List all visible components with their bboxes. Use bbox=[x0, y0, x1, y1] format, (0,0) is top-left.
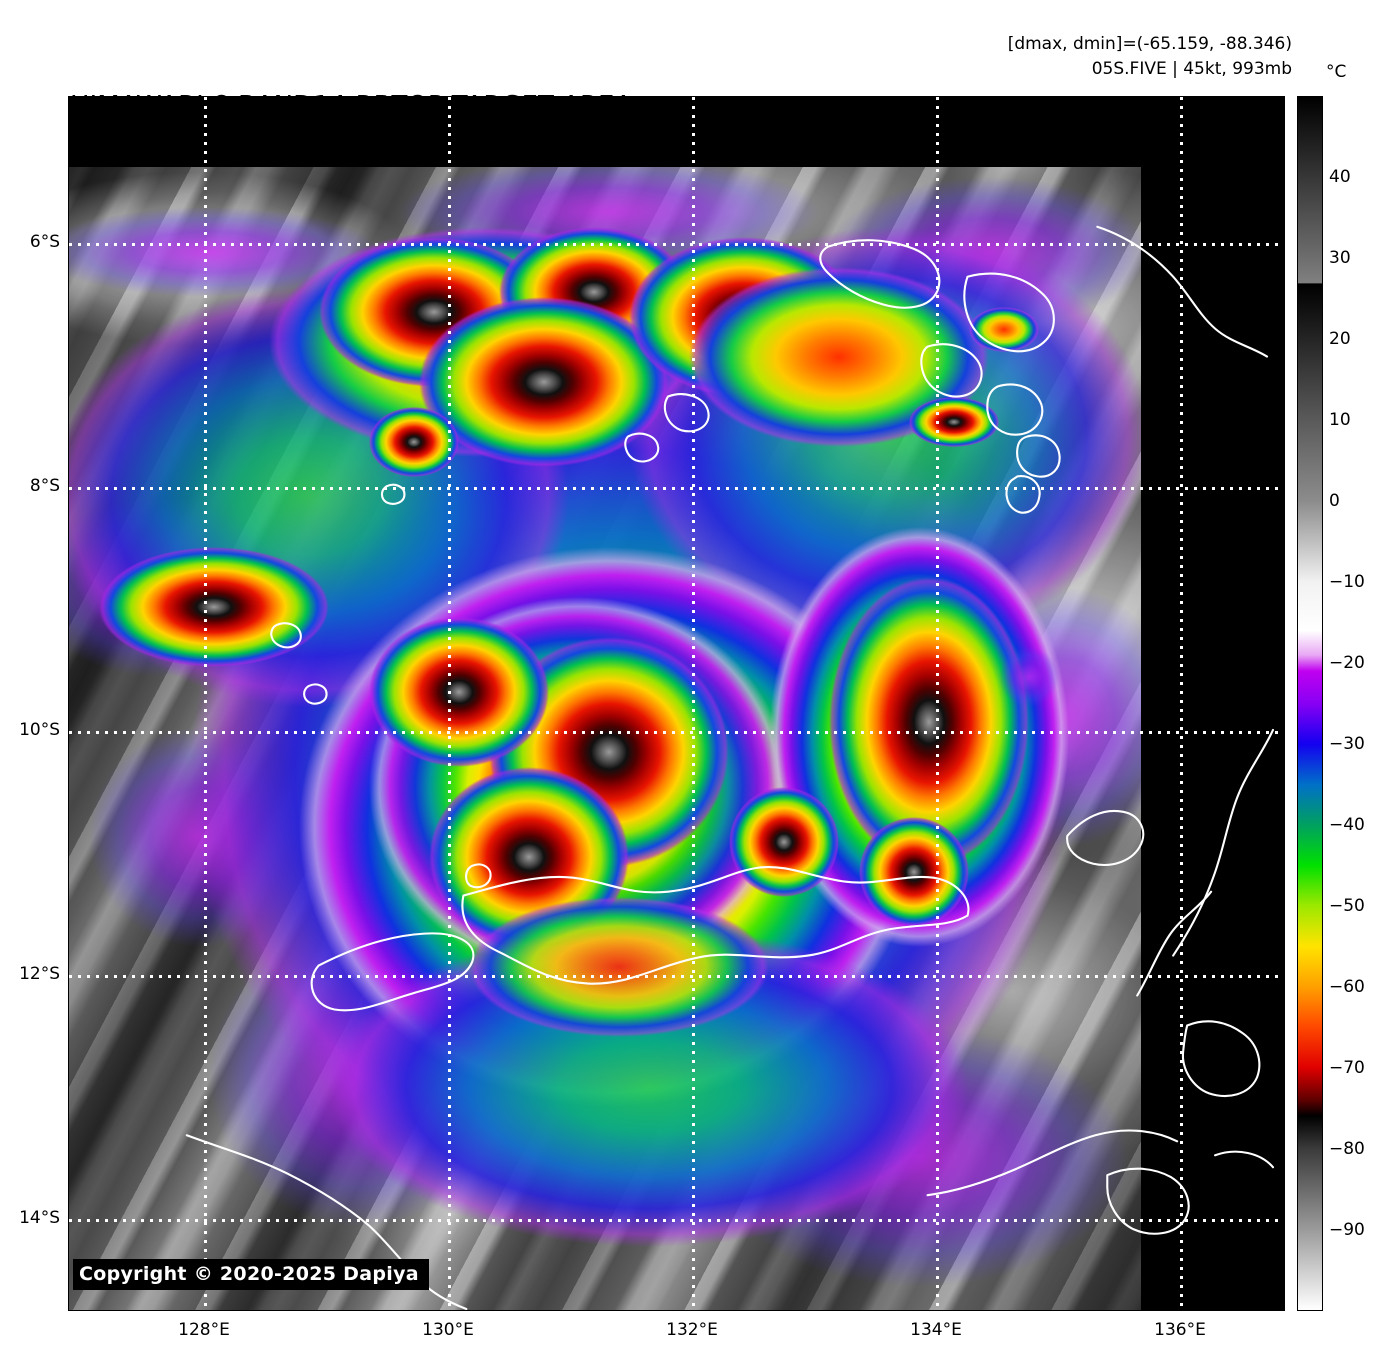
coastline-kei bbox=[1181, 1020, 1261, 1097]
colorbar-tick-20: 20 bbox=[1329, 329, 1351, 349]
gridline-lat-6s bbox=[69, 243, 1284, 246]
colorbar-tick-m40: −40 bbox=[1329, 815, 1365, 835]
convective-cell bbox=[859, 817, 969, 927]
gridline-lon-130 bbox=[448, 97, 451, 1310]
colorbar-tick-m80: −80 bbox=[1329, 1139, 1365, 1159]
overshooting-top bbox=[369, 617, 549, 767]
colorbar-tick-m90: −90 bbox=[1329, 1220, 1365, 1240]
colorbar-tick-m70: −70 bbox=[1329, 1058, 1365, 1078]
colorbar-tick-m10: −10 bbox=[1329, 572, 1365, 592]
coastline-aru bbox=[1172, 728, 1275, 957]
convective-cell bbox=[469, 897, 769, 1037]
satellite-raster bbox=[69, 167, 1141, 1310]
xtick-label-134e: 134°E bbox=[910, 1320, 962, 1340]
colorbar-unit-label: °C bbox=[1326, 62, 1347, 82]
satellite-image-plot: Copyright © 2020-2025 Dapiya bbox=[68, 96, 1285, 1311]
xtick-label-132e: 132°E bbox=[666, 1320, 718, 1340]
gridline-lon-128 bbox=[204, 97, 207, 1310]
ytick-label-12s: 12°S bbox=[19, 964, 60, 984]
gridline-lat-8s bbox=[69, 487, 1284, 490]
colorbar-tick-m30: −30 bbox=[1329, 734, 1365, 754]
convective-cell bbox=[969, 307, 1039, 352]
gridline-lon-134 bbox=[936, 97, 939, 1310]
convective-cell bbox=[729, 787, 839, 897]
xtick-label-128e: 128°E bbox=[178, 1320, 230, 1340]
colorbar-tick-m20: −20 bbox=[1329, 653, 1365, 673]
gridline-lon-136 bbox=[1180, 97, 1183, 1310]
ytick-label-10s: 10°S bbox=[19, 720, 60, 740]
coastline-island-small-2 bbox=[1214, 1150, 1275, 1169]
colorbar-gradient bbox=[1298, 97, 1322, 1310]
convective-cell bbox=[99, 547, 329, 667]
convective-cell bbox=[369, 407, 459, 477]
storm-info-label: 05S.FIVE | 45kt, 993mb bbox=[1091, 58, 1292, 79]
xtick-label-136e: 136°E bbox=[1154, 1320, 1206, 1340]
colorbar-tick-10: 10 bbox=[1329, 410, 1351, 430]
ytick-label-6s: 6°S bbox=[29, 232, 60, 252]
colorbar-tick-m50: −50 bbox=[1329, 896, 1365, 916]
colorbar-tick-40: 40 bbox=[1329, 167, 1351, 187]
temperature-colorbar bbox=[1297, 96, 1323, 1311]
gridline-lat-12s bbox=[69, 975, 1284, 978]
colorbar-tick-30: 30 bbox=[1329, 248, 1351, 268]
ytick-label-14s: 14°S bbox=[19, 1208, 60, 1228]
coastline-aru-2 bbox=[1136, 890, 1213, 997]
copyright-notice: Copyright © 2020-2025 Dapiya bbox=[73, 1259, 429, 1290]
gridline-lon-132 bbox=[692, 97, 695, 1310]
ytick-label-8s: 8°S bbox=[29, 476, 60, 496]
gridline-lat-14s bbox=[69, 1219, 1284, 1222]
header-meta-block: [dmax, dmin]=(-65.159, -88.346) 05S.FIVE… bbox=[1008, 32, 1292, 81]
cool-fringe bbox=[999, 647, 1059, 707]
convective-cell bbox=[909, 397, 999, 447]
colorbar-tick-m60: −60 bbox=[1329, 977, 1365, 997]
gridline-lat-10s bbox=[69, 731, 1284, 734]
dmax-dmin-label: [dmax, dmin]=(-65.159, -88.346) bbox=[1007, 34, 1292, 54]
xtick-label-130e: 130°E bbox=[422, 1320, 474, 1340]
colorbar-tick-0: 0 bbox=[1329, 491, 1340, 511]
